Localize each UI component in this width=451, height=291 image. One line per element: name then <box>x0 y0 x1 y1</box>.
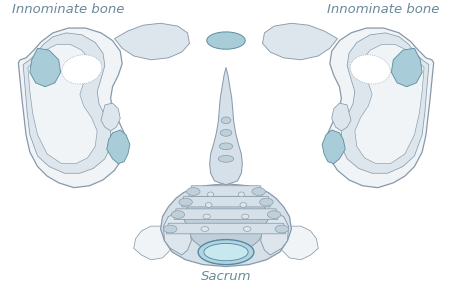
Ellipse shape <box>179 198 192 206</box>
Polygon shape <box>341 33 428 173</box>
Polygon shape <box>163 214 191 255</box>
Polygon shape <box>166 223 285 234</box>
Polygon shape <box>322 130 345 164</box>
Ellipse shape <box>201 227 208 231</box>
Polygon shape <box>209 68 242 185</box>
Text: Innominate bone: Innominate bone <box>327 3 439 15</box>
Polygon shape <box>189 186 262 196</box>
Ellipse shape <box>171 211 184 219</box>
Ellipse shape <box>251 188 265 195</box>
Ellipse shape <box>206 32 245 49</box>
Ellipse shape <box>202 214 210 219</box>
Polygon shape <box>28 45 97 164</box>
Polygon shape <box>160 184 291 267</box>
Ellipse shape <box>239 203 246 207</box>
Polygon shape <box>106 130 129 164</box>
Ellipse shape <box>241 214 249 219</box>
Ellipse shape <box>186 188 200 195</box>
Text: Sacrum: Sacrum <box>200 270 251 283</box>
Polygon shape <box>23 33 110 173</box>
Ellipse shape <box>243 227 250 231</box>
Ellipse shape <box>207 192 213 197</box>
Polygon shape <box>114 23 189 60</box>
Polygon shape <box>181 196 270 207</box>
Polygon shape <box>101 103 120 131</box>
Polygon shape <box>30 48 60 87</box>
Ellipse shape <box>163 225 177 233</box>
Ellipse shape <box>274 225 288 233</box>
Polygon shape <box>262 23 337 60</box>
Polygon shape <box>354 45 423 164</box>
Ellipse shape <box>198 239 253 265</box>
Ellipse shape <box>203 244 248 261</box>
Ellipse shape <box>267 211 280 219</box>
Polygon shape <box>391 48 421 87</box>
Polygon shape <box>331 103 350 131</box>
Ellipse shape <box>221 117 230 124</box>
Polygon shape <box>183 191 268 258</box>
Ellipse shape <box>220 129 231 136</box>
Polygon shape <box>325 28 433 188</box>
Text: Innominate bone: Innominate bone <box>12 3 124 15</box>
Polygon shape <box>174 209 277 219</box>
Ellipse shape <box>350 55 389 84</box>
Ellipse shape <box>62 55 101 84</box>
Ellipse shape <box>218 155 233 162</box>
Ellipse shape <box>205 203 212 207</box>
Ellipse shape <box>238 192 244 197</box>
Polygon shape <box>260 214 288 255</box>
Ellipse shape <box>259 198 272 206</box>
Ellipse shape <box>219 143 232 150</box>
Polygon shape <box>277 226 318 260</box>
Polygon shape <box>133 226 174 260</box>
Polygon shape <box>18 28 126 188</box>
